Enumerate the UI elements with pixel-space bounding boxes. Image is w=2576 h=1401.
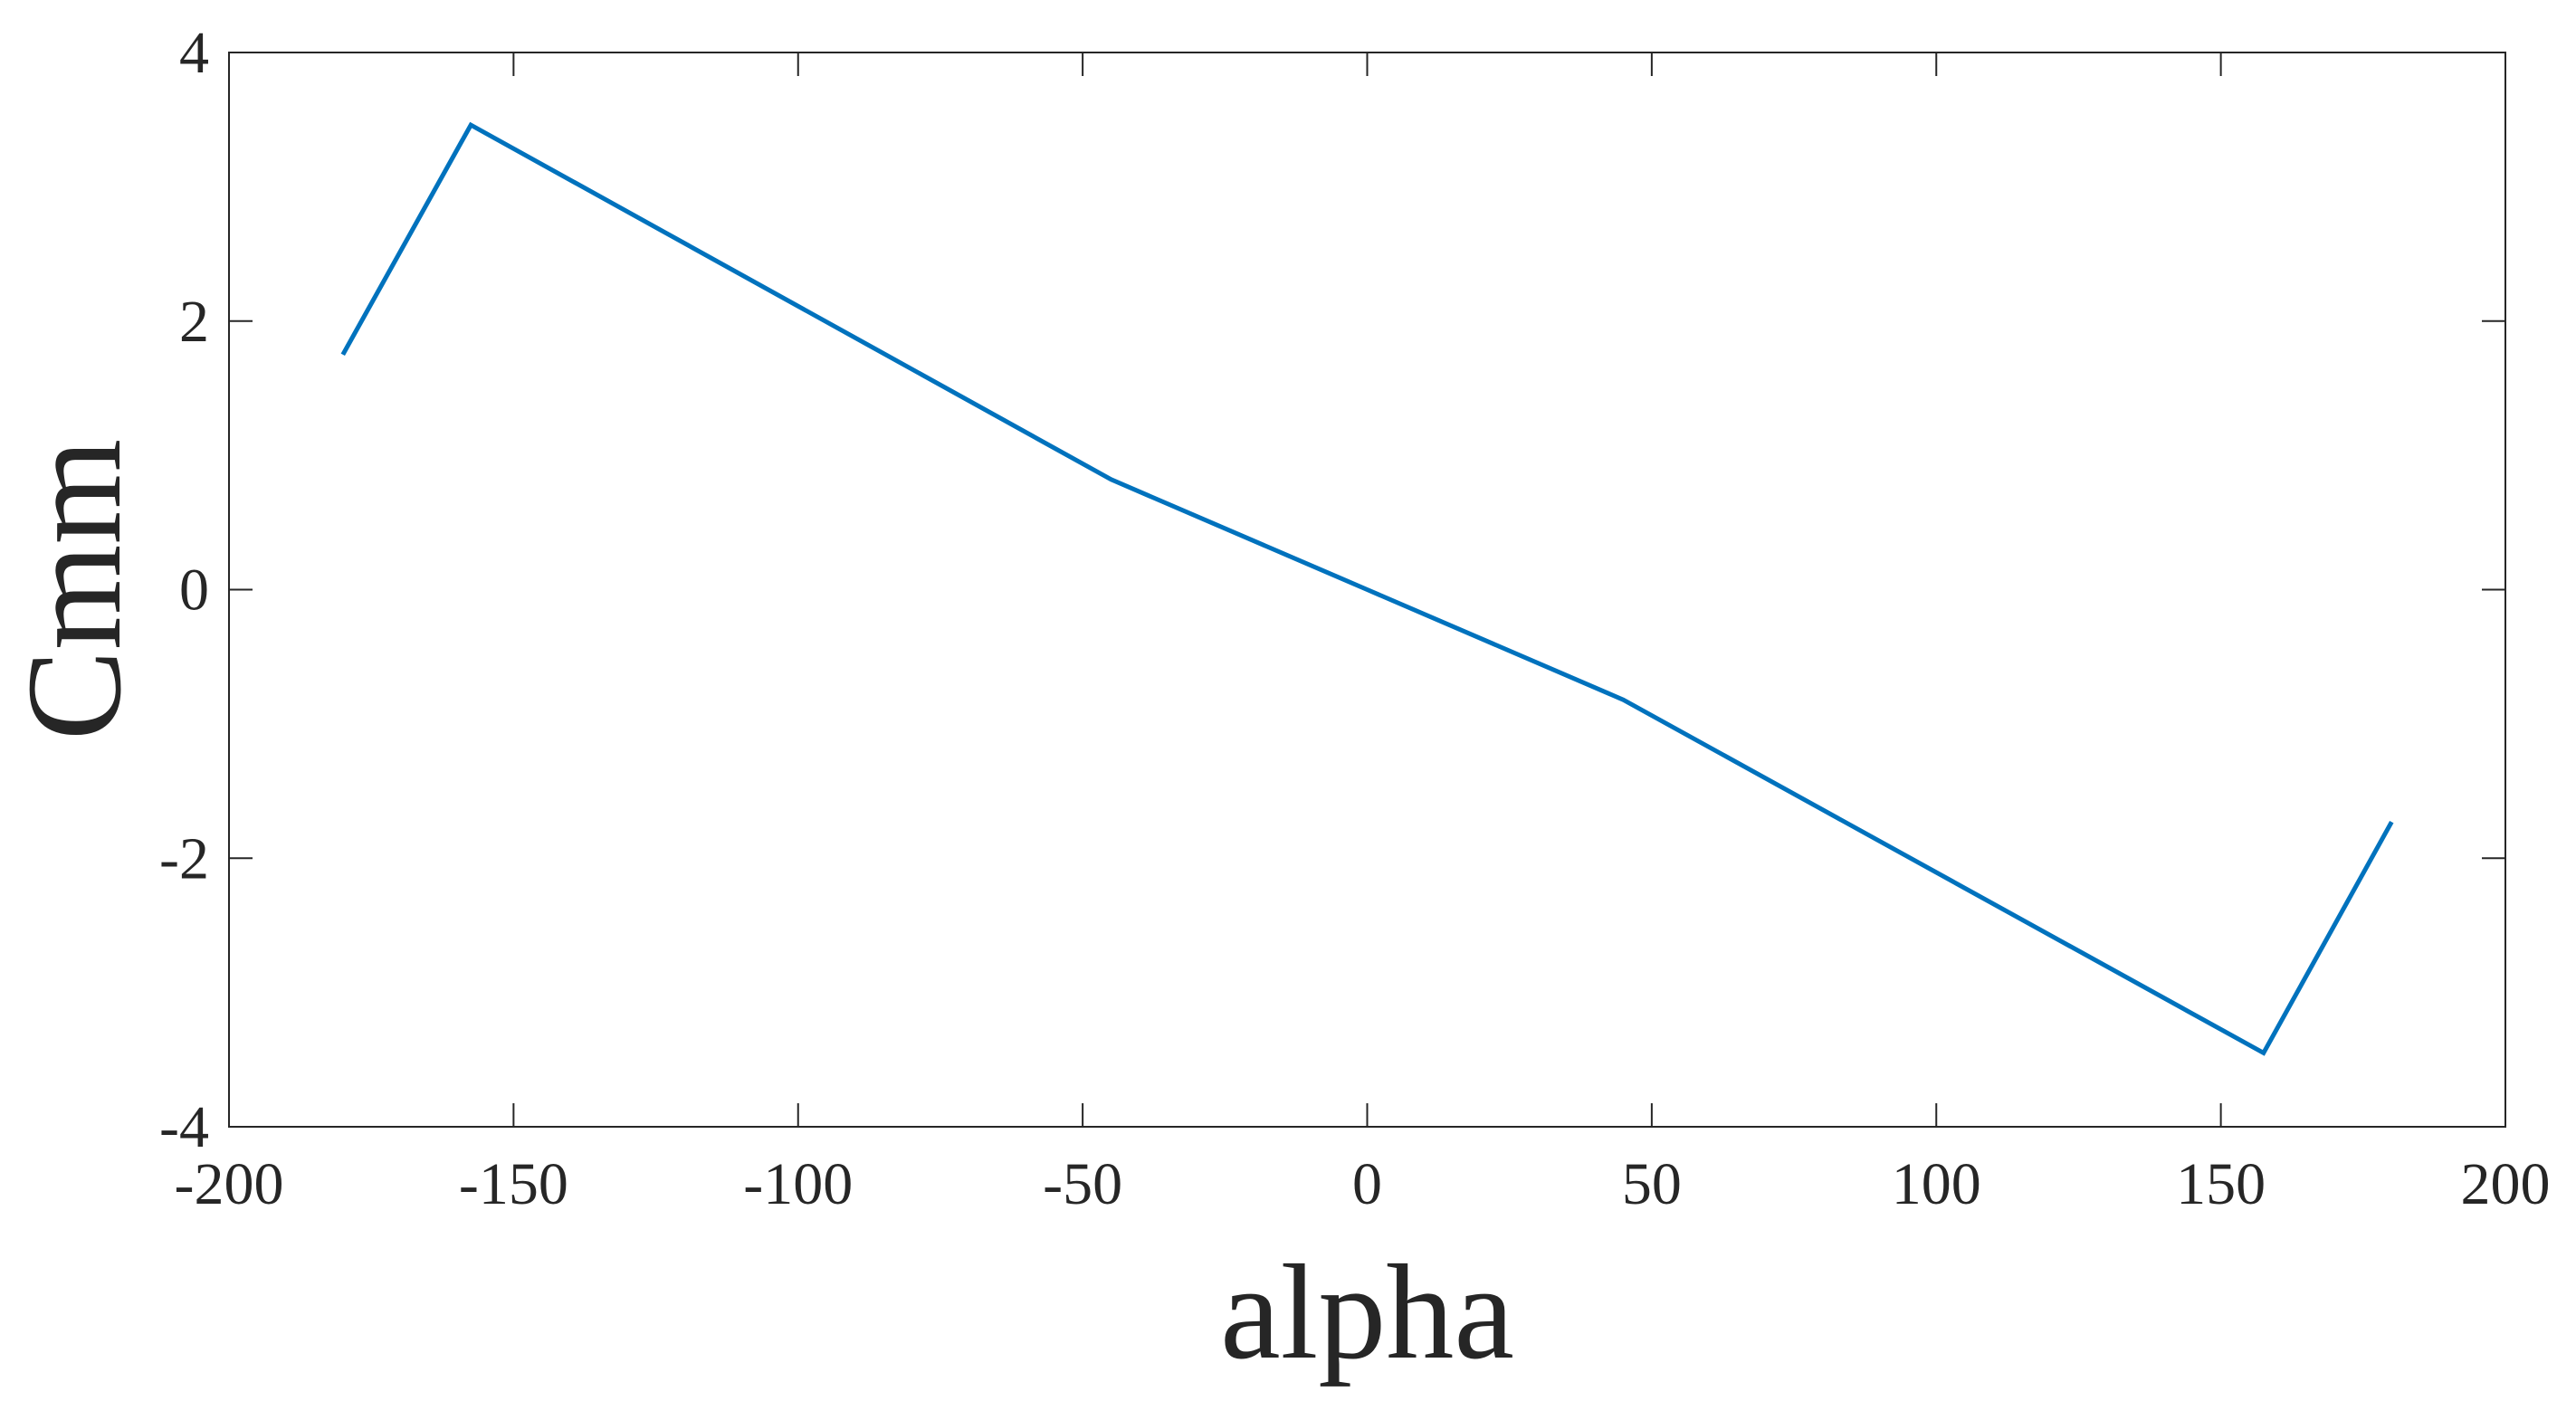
x-tick-label: 200 bbox=[2461, 1151, 2551, 1217]
y-tick-label: -2 bbox=[159, 825, 209, 891]
x-tick-label: 50 bbox=[1622, 1151, 1682, 1217]
x-tick-label: -150 bbox=[459, 1151, 568, 1217]
plot-box bbox=[228, 52, 2506, 1128]
y-tick-label: 0 bbox=[179, 558, 209, 624]
x-tick-label: -50 bbox=[1043, 1151, 1122, 1217]
y-tick-label: 4 bbox=[179, 20, 209, 86]
x-tick-label: -100 bbox=[743, 1151, 853, 1217]
tick-labels: -200 -150 -100 -50 0 50 100 150 200 -4 -2 0 2 4 bbox=[159, 20, 2550, 1217]
x-tick-label: -200 bbox=[175, 1151, 284, 1217]
series-line bbox=[340, 121, 2394, 1056]
x-tick-label: 100 bbox=[1892, 1151, 1981, 1217]
y-axis-label: Cmm bbox=[0, 439, 149, 740]
y-tick-label: -4 bbox=[159, 1094, 209, 1160]
x-tick-label: 0 bbox=[1352, 1151, 1382, 1217]
x-tick-label: 150 bbox=[2176, 1151, 2266, 1217]
y-tick-label: 2 bbox=[179, 289, 209, 355]
x-axis-label: alpha bbox=[1220, 1237, 1514, 1387]
